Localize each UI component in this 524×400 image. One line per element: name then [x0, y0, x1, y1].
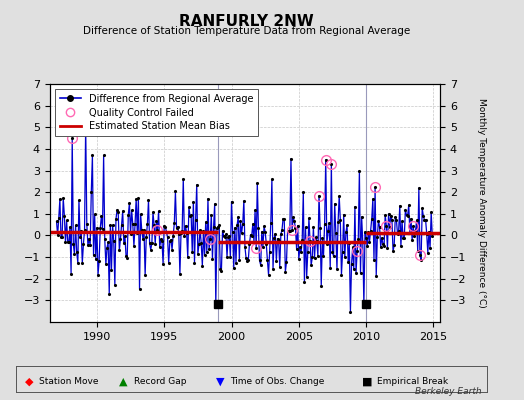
Text: ▼: ▼	[216, 377, 224, 387]
Text: Difference of Station Temperature Data from Regional Average: Difference of Station Temperature Data f…	[83, 26, 410, 36]
Y-axis label: Monthly Temperature Anomaly Difference (°C): Monthly Temperature Anomaly Difference (…	[477, 98, 486, 308]
Text: Time of Obs. Change: Time of Obs. Change	[231, 378, 325, 386]
Text: Record Gap: Record Gap	[134, 378, 186, 386]
Text: Berkeley Earth: Berkeley Earth	[416, 387, 482, 396]
Text: Empirical Break: Empirical Break	[377, 378, 449, 386]
Text: RANFURLY 2NW: RANFURLY 2NW	[179, 14, 314, 29]
Text: ■: ■	[362, 377, 372, 387]
Text: ◆: ◆	[25, 377, 33, 387]
Legend: Difference from Regional Average, Quality Control Failed, Estimated Station Mean: Difference from Regional Average, Qualit…	[54, 89, 258, 136]
Text: ▲: ▲	[119, 377, 127, 387]
Text: Station Move: Station Move	[39, 378, 99, 386]
